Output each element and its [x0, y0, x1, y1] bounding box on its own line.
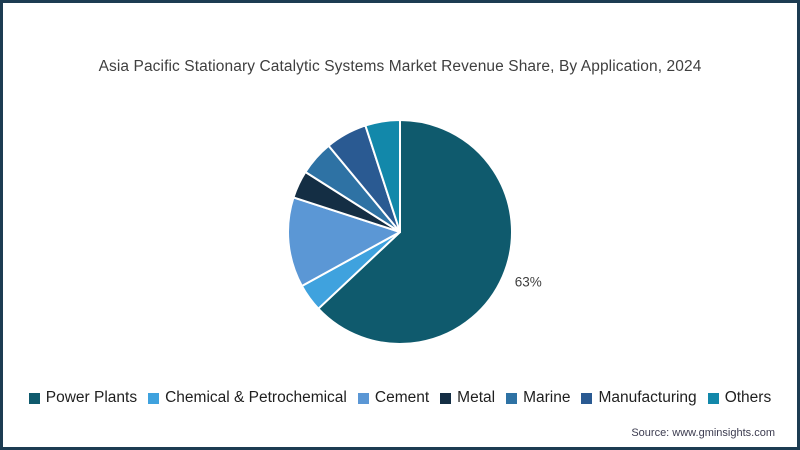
legend-label: Cement: [374, 389, 430, 406]
legend-swatch: [707, 392, 719, 404]
legend-swatch: [581, 392, 593, 404]
legend-label: Metal: [457, 389, 496, 406]
pie-data-label: 63%: [515, 275, 542, 290]
legend-label: Others: [724, 389, 772, 406]
legend-item-chemical-petrochemical: Chemical & Petrochemical: [148, 389, 347, 407]
legend-swatch: [506, 392, 518, 404]
chart-title: Asia Pacific Stationary Catalytic System…: [98, 58, 702, 75]
pie-slice-power-plants: [317, 119, 513, 345]
legend-swatch: [148, 392, 160, 404]
pie-slice-others: [364, 119, 401, 233]
legend-item-power-plants: Power Plants: [28, 389, 138, 407]
pie-chart: 63%: [287, 119, 542, 345]
legend-label: Marine: [523, 389, 571, 406]
legend-label: Power Plants: [45, 389, 138, 406]
legend-swatch: [28, 392, 40, 404]
legend-item-marine: Marine: [506, 389, 570, 407]
source-text: Source: www.gminsights.com: [631, 427, 775, 439]
legend-label: Chemical & Petrochemical: [165, 389, 347, 406]
legend-item-manufacturing: Manufacturing: [581, 389, 697, 407]
legend-item-metal: Metal: [440, 389, 495, 407]
legend-label: Manufacturing: [598, 389, 697, 406]
legend-item-cement: Cement: [357, 389, 430, 407]
chart-legend: Power Plants Chemical & Petrochemical Ceme…: [3, 389, 797, 407]
legend-swatch: [440, 392, 452, 404]
legend-swatch: [357, 392, 369, 404]
legend-item-others: Others: [707, 389, 772, 407]
pie-slice-cement: [287, 196, 401, 287]
